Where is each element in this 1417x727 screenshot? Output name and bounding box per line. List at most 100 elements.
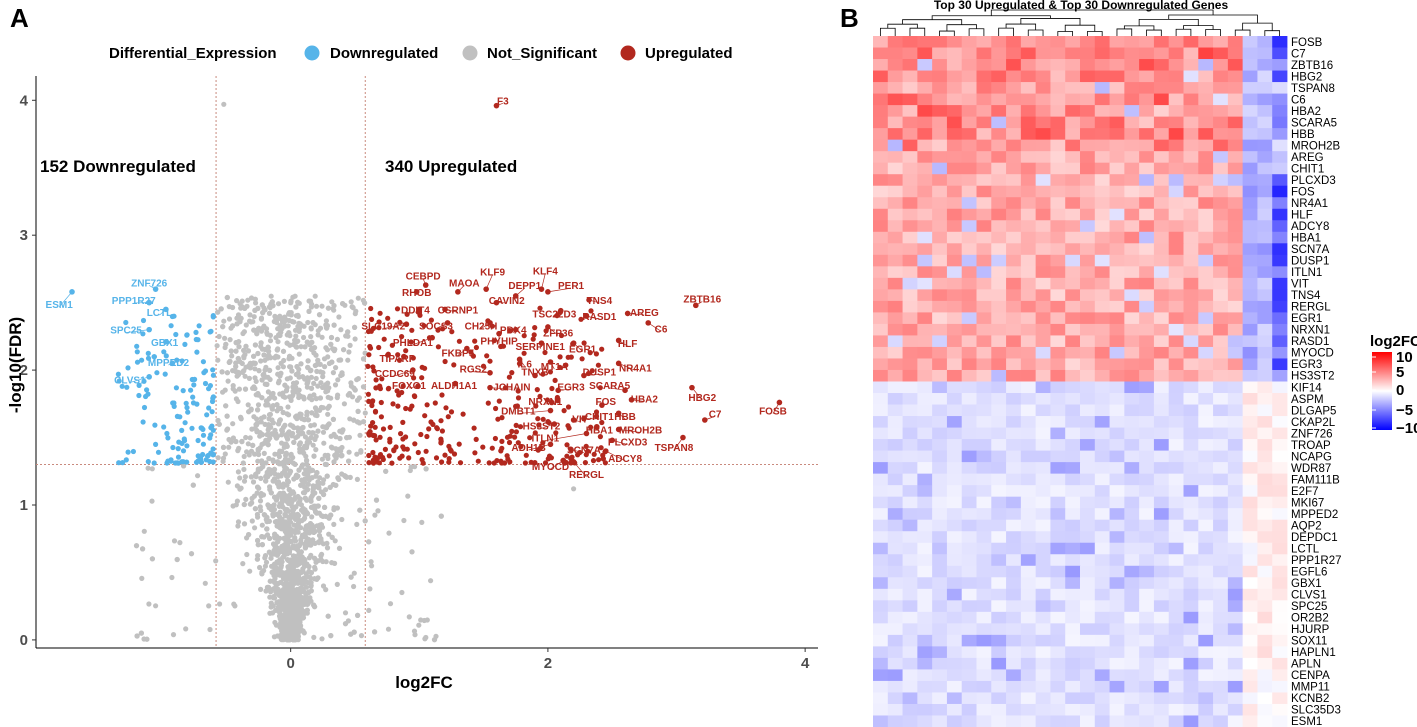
heatmap-cell xyxy=(1213,82,1229,94)
down-point xyxy=(140,331,146,337)
ns-point xyxy=(305,358,311,364)
heatmap-cell xyxy=(917,243,933,256)
heatmap-cell xyxy=(1242,369,1258,382)
ns-point xyxy=(319,303,325,309)
down-point xyxy=(184,405,190,411)
heatmap-cell xyxy=(1109,358,1125,371)
heatmap-cell xyxy=(1124,473,1140,486)
ns-point xyxy=(289,503,295,509)
heatmap-row-label: HBG2 xyxy=(1291,71,1322,83)
ns-point xyxy=(296,442,302,448)
ns-point xyxy=(298,482,304,488)
heatmap-cell xyxy=(1153,450,1170,463)
down-point xyxy=(120,460,126,466)
heatmap-cell xyxy=(1124,565,1140,578)
heatmap-row-label: SOX11 xyxy=(1291,636,1327,648)
heatmap-cell xyxy=(1168,611,1184,624)
heatmap-cell xyxy=(1139,116,1155,129)
heatmap-cell xyxy=(873,404,889,417)
ns-point xyxy=(296,351,302,357)
heatmap-cell xyxy=(917,82,933,94)
ns-point xyxy=(337,435,343,442)
heatmap-cell xyxy=(1020,162,1037,175)
ns-point xyxy=(290,508,296,514)
heatmap-cell xyxy=(1257,174,1273,187)
heatmap-cell xyxy=(1124,300,1140,313)
gene-label: DDIT4 xyxy=(401,305,430,316)
heatmap-cell xyxy=(1109,588,1125,601)
ns-point xyxy=(288,312,294,318)
heatmap-cell xyxy=(946,220,963,233)
heatmap-cell xyxy=(1227,646,1244,659)
ns-point xyxy=(276,421,282,427)
heatmap-cell xyxy=(1109,220,1125,233)
heatmap-cell xyxy=(902,346,918,359)
ns-point xyxy=(254,331,260,337)
ns-point xyxy=(282,422,288,428)
heatmap-cell xyxy=(917,692,933,705)
down-point xyxy=(134,343,140,349)
heatmap-cell xyxy=(991,151,1007,164)
heatmap-cell xyxy=(1168,646,1184,659)
heatmap-cell xyxy=(961,462,977,475)
dendrogram-branch xyxy=(1264,30,1281,36)
heatmap-cell xyxy=(1035,439,1051,451)
heatmap-cell xyxy=(1213,542,1229,555)
heatmap-cell xyxy=(1065,312,1081,325)
heatmap-cell xyxy=(1035,577,1051,590)
ns-point xyxy=(223,341,229,347)
up-point xyxy=(495,416,501,422)
heatmap-cell xyxy=(946,715,963,727)
heatmap-cell xyxy=(1213,692,1229,705)
ns-point xyxy=(280,409,286,416)
heatmap-cell xyxy=(887,277,903,290)
down-point xyxy=(190,394,196,400)
ns-point xyxy=(272,355,278,361)
heatmap-cell xyxy=(1020,485,1037,498)
heatmap-cell xyxy=(976,600,992,613)
heatmap-row-label: APLN xyxy=(1291,659,1321,671)
heatmap-cell xyxy=(902,266,918,279)
heatmap-cell xyxy=(1035,646,1051,659)
heatmap-cell xyxy=(887,93,903,106)
heatmap-cell xyxy=(1020,531,1037,544)
down-point xyxy=(155,449,162,455)
ns-point xyxy=(285,564,291,570)
heatmap-cell xyxy=(1020,243,1037,256)
heatmap-cell xyxy=(1213,105,1229,118)
up-point xyxy=(418,431,424,438)
ns-point xyxy=(325,305,331,311)
down-point xyxy=(205,453,211,459)
heatmap-cell xyxy=(946,416,963,428)
heatmap-cell xyxy=(1124,128,1140,141)
heatmap-cell xyxy=(976,439,992,451)
heatmap-cell xyxy=(1227,116,1244,129)
heatmap-cell xyxy=(976,473,992,486)
heatmap-cell xyxy=(1272,300,1288,313)
heatmap-cell xyxy=(887,174,903,187)
heatmap-cell xyxy=(1109,300,1125,313)
gene-label: PHLDA1 xyxy=(393,338,433,349)
heatmap-cell xyxy=(991,508,1007,521)
heatmap-cell xyxy=(1080,715,1096,727)
ns-point xyxy=(302,344,308,350)
down-point xyxy=(208,432,214,438)
ns-point xyxy=(428,578,434,584)
ns-point xyxy=(265,344,271,350)
heatmap-row-label: ADCY8 xyxy=(1291,221,1329,233)
up-point xyxy=(367,343,373,350)
heatmap-cell xyxy=(1065,266,1081,279)
heatmap-cell xyxy=(1109,128,1125,141)
heatmap-cell xyxy=(1065,519,1081,532)
heatmap-cell xyxy=(1006,450,1022,463)
heatmap-cell xyxy=(1242,462,1258,475)
ns-point xyxy=(375,508,381,514)
heatmap-cell xyxy=(1168,715,1184,727)
gene-label: TNS4 xyxy=(587,296,613,307)
ns-point xyxy=(383,468,389,474)
heatmap-cell xyxy=(1094,462,1110,475)
ns-point xyxy=(221,318,227,324)
heatmap-cell xyxy=(1257,473,1273,486)
ns-point xyxy=(307,521,314,527)
heatmap-cell xyxy=(1080,577,1096,590)
